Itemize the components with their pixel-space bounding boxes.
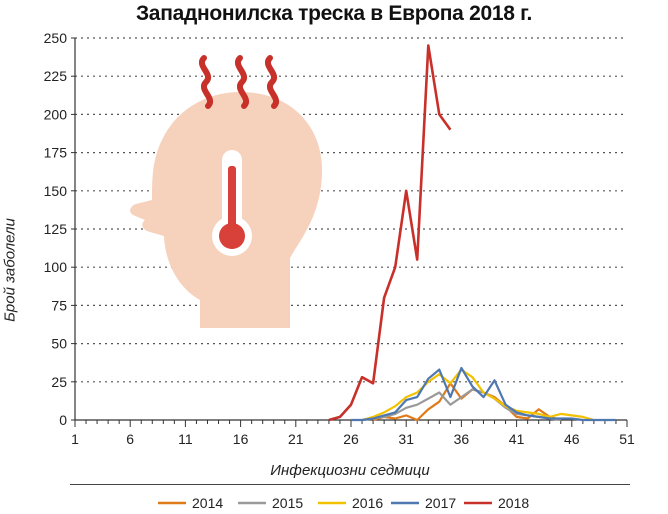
y-tick-label: 50	[51, 336, 67, 352]
x-tick-label: 6	[126, 431, 134, 447]
y-tick-label: 100	[44, 259, 68, 275]
series-line-2016	[361, 368, 595, 422]
legend: 2014 2015 2016 2017 2018	[158, 495, 529, 511]
legend-label-2015: 2015	[272, 495, 303, 511]
y-tick-label: 225	[44, 68, 68, 84]
x-axis-label: Инфекциозни седмици	[270, 462, 430, 479]
x-tick-label: 21	[288, 431, 304, 447]
series-lines	[328, 44, 616, 422]
legend-label-2017: 2017	[425, 495, 456, 511]
series-line-2017	[351, 366, 616, 422]
x-axis-label-underline	[70, 484, 630, 485]
x-tick-label: 16	[233, 431, 249, 447]
y-tick-label: 25	[51, 374, 67, 390]
x-tick-label: 1	[71, 431, 79, 447]
x-tick-label: 36	[454, 431, 470, 447]
series-line-2018	[328, 44, 452, 422]
x-ticks: 1 6 11 16 21 26 31 36 41 46 51	[71, 420, 635, 447]
legend-label-2018: 2018	[498, 495, 529, 511]
head-illustration	[130, 55, 322, 328]
x-tick-label: 46	[564, 431, 580, 447]
x-tick-label: 11	[178, 431, 193, 447]
y-ticks: 0 25 50 75 100 125 150 175 200 225 250	[44, 30, 75, 428]
y-tick-label: 75	[51, 297, 67, 313]
y-axis-label: Брой заболели	[1, 218, 19, 322]
chart-title: Западнонилска треска в Европа 2018 г.	[135, 2, 533, 25]
heat-waves-icon	[199, 55, 279, 109]
y-tick-label: 175	[44, 145, 68, 161]
x-tick-label: 51	[619, 431, 635, 447]
y-tick-label: 0	[59, 412, 67, 428]
y-tick-label: 150	[44, 183, 68, 199]
thermometer-icon	[212, 150, 252, 256]
x-tick-label: 41	[509, 431, 525, 447]
y-tick-label: 200	[44, 106, 68, 122]
y-tick-label: 250	[44, 30, 68, 46]
legend-label-2014: 2014	[192, 495, 223, 511]
x-tick-label: 26	[343, 431, 359, 447]
x-tick-label: 31	[398, 431, 414, 447]
legend-label-2016: 2016	[352, 495, 383, 511]
y-tick-label: 125	[44, 221, 68, 237]
